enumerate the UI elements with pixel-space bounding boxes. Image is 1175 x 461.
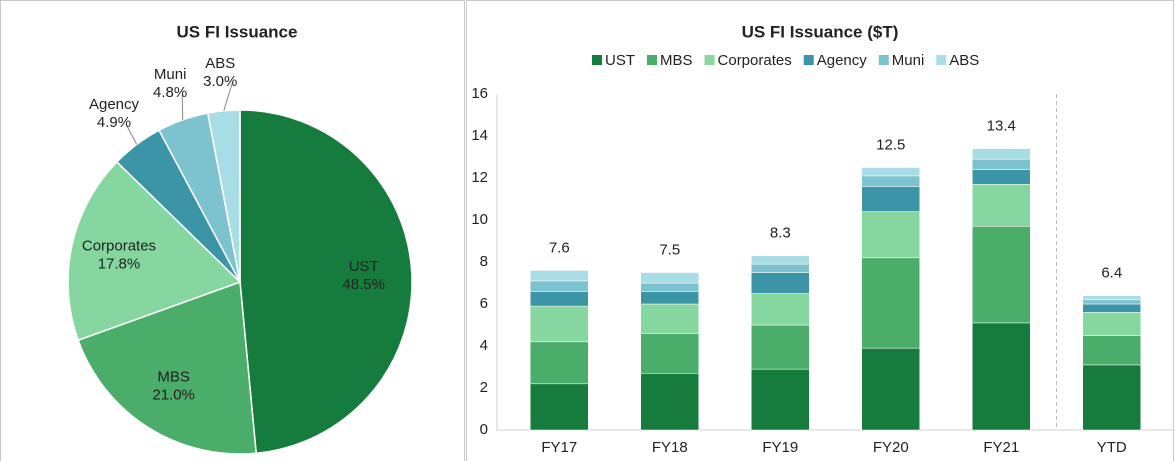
legend-label: ABS xyxy=(949,52,979,69)
slice-label: Corporates xyxy=(82,238,156,255)
slice-value: 48.5% xyxy=(342,276,385,293)
legend-swatch xyxy=(647,55,657,65)
bar-segment xyxy=(751,368,810,431)
bar-segment xyxy=(640,333,699,374)
total-label: 13.4 xyxy=(987,118,1016,135)
bar-segment xyxy=(861,175,920,187)
total-label: 12.5 xyxy=(876,136,905,153)
x-tick-label: FY19 xyxy=(762,439,798,456)
pie-panel xyxy=(0,0,465,461)
legend-label: MBS xyxy=(660,52,693,69)
bar-segment xyxy=(972,322,1031,431)
x-tick-label: FY17 xyxy=(541,439,577,456)
slice-label: Agency xyxy=(89,96,140,113)
y-tick-label: 6 xyxy=(480,295,488,312)
bar-segment xyxy=(861,167,920,177)
total-label: 6.4 xyxy=(1101,265,1122,282)
slice-value: 3.0% xyxy=(203,73,237,90)
bar-segment xyxy=(1082,364,1141,431)
bar-segment xyxy=(972,226,1031,324)
bar-segment xyxy=(530,383,589,431)
legend-swatch xyxy=(936,55,947,65)
bar-segment xyxy=(530,280,589,292)
slice-label: UST xyxy=(349,258,379,275)
bar-segment xyxy=(861,347,920,431)
slice-label: Muni xyxy=(154,66,187,83)
y-tick-label: 10 xyxy=(471,211,488,228)
y-tick-label: 16 xyxy=(471,85,488,102)
y-tick-label: 4 xyxy=(480,337,488,354)
bar-segment xyxy=(751,272,810,294)
bar-segment xyxy=(861,257,920,349)
total-label: 7.6 xyxy=(549,239,570,256)
legend-swatch xyxy=(704,55,715,65)
bar-segment xyxy=(861,186,920,212)
bar-segment xyxy=(530,270,589,282)
y-tick-label: 0 xyxy=(480,421,488,438)
bar-segment xyxy=(640,373,699,431)
slice-value: 4.8% xyxy=(153,84,187,101)
bar-segment xyxy=(972,169,1031,185)
bar-segment xyxy=(530,291,589,307)
bar-panel xyxy=(466,0,1174,461)
y-tick-label: 14 xyxy=(471,127,488,144)
bar-segment xyxy=(1082,295,1141,301)
bar-segment xyxy=(751,255,810,265)
leader-line xyxy=(125,123,138,145)
bar-segment xyxy=(861,211,920,259)
legend-swatch xyxy=(592,55,602,65)
bar-segment xyxy=(1082,303,1141,313)
bar-segment xyxy=(972,148,1031,160)
x-tick-label: FY20 xyxy=(873,439,909,456)
bar-segment xyxy=(751,324,810,370)
y-tick-label: 8 xyxy=(480,253,488,270)
bar-segment xyxy=(640,282,699,292)
slice-value: 4.9% xyxy=(97,114,131,131)
bar-segment xyxy=(1082,335,1141,366)
leader-line xyxy=(223,82,233,111)
legend-label: Agency xyxy=(817,52,868,69)
bar-segment xyxy=(972,184,1031,227)
bar-segment xyxy=(751,293,810,326)
pie-title: US FI Issuance xyxy=(177,22,298,41)
bar-title: US FI Issuance ($T) xyxy=(742,22,899,41)
bar-segment xyxy=(1082,299,1141,305)
x-tick-label: YTD xyxy=(1097,439,1127,456)
pie-slice xyxy=(67,160,242,342)
x-tick-label: FY21 xyxy=(983,439,1019,456)
slice-label: MBS xyxy=(157,369,190,386)
legend-swatch xyxy=(803,55,814,65)
total-label: 8.3 xyxy=(770,225,791,242)
slice-value: 21.0% xyxy=(152,387,195,404)
bar-segment xyxy=(640,303,699,334)
bar-segment xyxy=(640,272,699,284)
legend-label: Muni xyxy=(892,52,925,69)
bar-segment xyxy=(1082,312,1141,336)
pie-slice xyxy=(206,109,241,283)
legend-label: UST xyxy=(605,52,635,69)
bar-segment xyxy=(972,158,1031,170)
y-tick-label: 2 xyxy=(480,379,488,396)
total-label: 7.5 xyxy=(659,241,680,258)
y-tick-label: 12 xyxy=(471,169,488,186)
leader-line xyxy=(181,94,184,120)
legend-label: Corporates xyxy=(718,52,792,69)
slice-label: ABS xyxy=(205,55,235,72)
bar-segment xyxy=(751,263,810,273)
x-tick-label: FY18 xyxy=(652,439,688,456)
bar-segment xyxy=(640,291,699,305)
slice-value: 17.8% xyxy=(98,256,141,273)
pie-slice xyxy=(239,109,413,455)
bar-segment xyxy=(530,341,589,385)
bar-segment xyxy=(530,305,589,343)
legend-swatch xyxy=(878,55,889,65)
